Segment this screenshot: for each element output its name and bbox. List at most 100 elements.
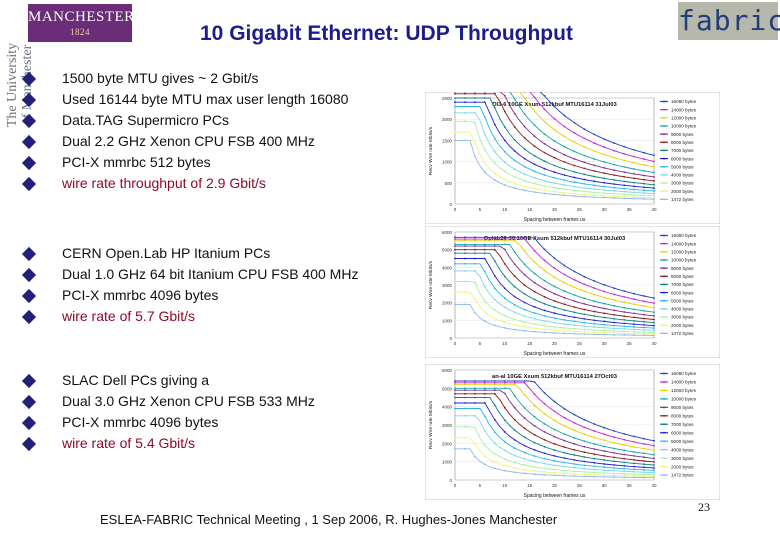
data-point — [653, 187, 655, 189]
data-point — [613, 149, 616, 152]
data-point — [653, 449, 655, 452]
y-tick-label: 1000 — [442, 318, 453, 323]
data-point — [643, 334, 645, 337]
data-point — [563, 281, 566, 284]
data-point — [573, 470, 576, 473]
data-point — [493, 392, 496, 395]
data-point — [633, 292, 635, 295]
data-point — [583, 283, 586, 286]
data-point — [474, 238, 476, 240]
data-point — [593, 333, 596, 336]
data-point — [454, 243, 456, 246]
legend-marker — [663, 291, 665, 294]
data-point — [593, 465, 596, 468]
data-point — [623, 306, 626, 309]
data-point — [474, 239, 476, 242]
data-point — [613, 452, 616, 454]
data-point — [543, 462, 546, 465]
data-point — [553, 267, 556, 270]
data-point — [513, 263, 516, 266]
data-point — [563, 296, 566, 299]
page-number: 23 — [698, 500, 710, 514]
data-point — [503, 150, 506, 153]
data-point — [464, 280, 466, 283]
data-point — [493, 442, 496, 445]
data-point — [653, 190, 655, 192]
data-point — [593, 175, 596, 178]
data-point — [483, 320, 486, 323]
data-point — [523, 273, 526, 276]
data-point — [464, 92, 466, 93]
data-point — [543, 302, 546, 305]
data-point — [464, 248, 466, 251]
data-point — [503, 178, 506, 181]
legend-label: 12000 bytes — [671, 250, 697, 255]
data-point — [553, 332, 556, 334]
data-point — [563, 145, 566, 148]
data-point — [474, 297, 476, 300]
data-point — [563, 135, 566, 138]
data-point — [593, 448, 596, 450]
data-point — [454, 236, 456, 239]
data-point — [513, 112, 516, 115]
data-point — [633, 181, 635, 184]
data-point — [513, 418, 516, 421]
data-point — [553, 321, 556, 324]
data-point — [613, 317, 616, 320]
data-point — [633, 455, 635, 457]
data-point — [593, 184, 596, 187]
data-point — [454, 291, 456, 293]
data-point — [573, 437, 576, 439]
x-tick-label: 15 — [527, 483, 533, 488]
data-point — [543, 151, 546, 154]
data-point — [454, 381, 456, 384]
data-point — [593, 331, 596, 334]
data-point — [653, 331, 655, 334]
data-point — [573, 320, 576, 323]
legend-marker — [663, 267, 665, 270]
data-point — [643, 443, 645, 445]
data-point — [454, 139, 456, 142]
data-point — [493, 380, 496, 382]
data-point — [483, 430, 486, 432]
data-point — [653, 198, 655, 201]
data-point — [454, 97, 456, 99]
data-point — [483, 116, 486, 118]
bullet-text: Dual 1.0 GHz 64 bit Itanium CPU FSB 400 … — [62, 266, 359, 282]
data-point — [613, 334, 616, 336]
data-point — [613, 430, 616, 432]
data-point — [633, 334, 635, 337]
data-point — [533, 249, 536, 252]
data-point — [474, 97, 476, 99]
data-point — [493, 309, 496, 312]
data-point — [593, 142, 596, 144]
data-point — [633, 168, 635, 170]
data-point — [563, 461, 566, 464]
data-point — [643, 178, 645, 181]
data-point — [633, 196, 635, 199]
data-point — [513, 311, 516, 314]
data-point — [643, 475, 645, 478]
data-point — [613, 195, 616, 198]
data-point — [553, 317, 556, 319]
data-point — [523, 263, 526, 266]
data-point — [503, 139, 506, 142]
data-point — [563, 174, 566, 176]
data-point — [583, 173, 586, 176]
legend-label: 16080 bytes — [671, 233, 697, 238]
data-point — [623, 449, 626, 452]
data-point — [633, 468, 635, 471]
data-point — [583, 297, 586, 300]
data-point — [503, 469, 506, 472]
data-point — [533, 92, 536, 93]
diamond-bullet-icon — [21, 155, 37, 171]
legend-marker — [663, 190, 665, 193]
data-point — [573, 300, 576, 302]
data-point — [653, 467, 655, 469]
data-point — [493, 383, 496, 386]
data-point — [583, 146, 586, 148]
data-point — [493, 389, 496, 392]
bullet-item: PCI-X mmrbc 512 bytes — [21, 154, 348, 175]
data-point — [623, 467, 626, 470]
data-point — [613, 163, 616, 166]
